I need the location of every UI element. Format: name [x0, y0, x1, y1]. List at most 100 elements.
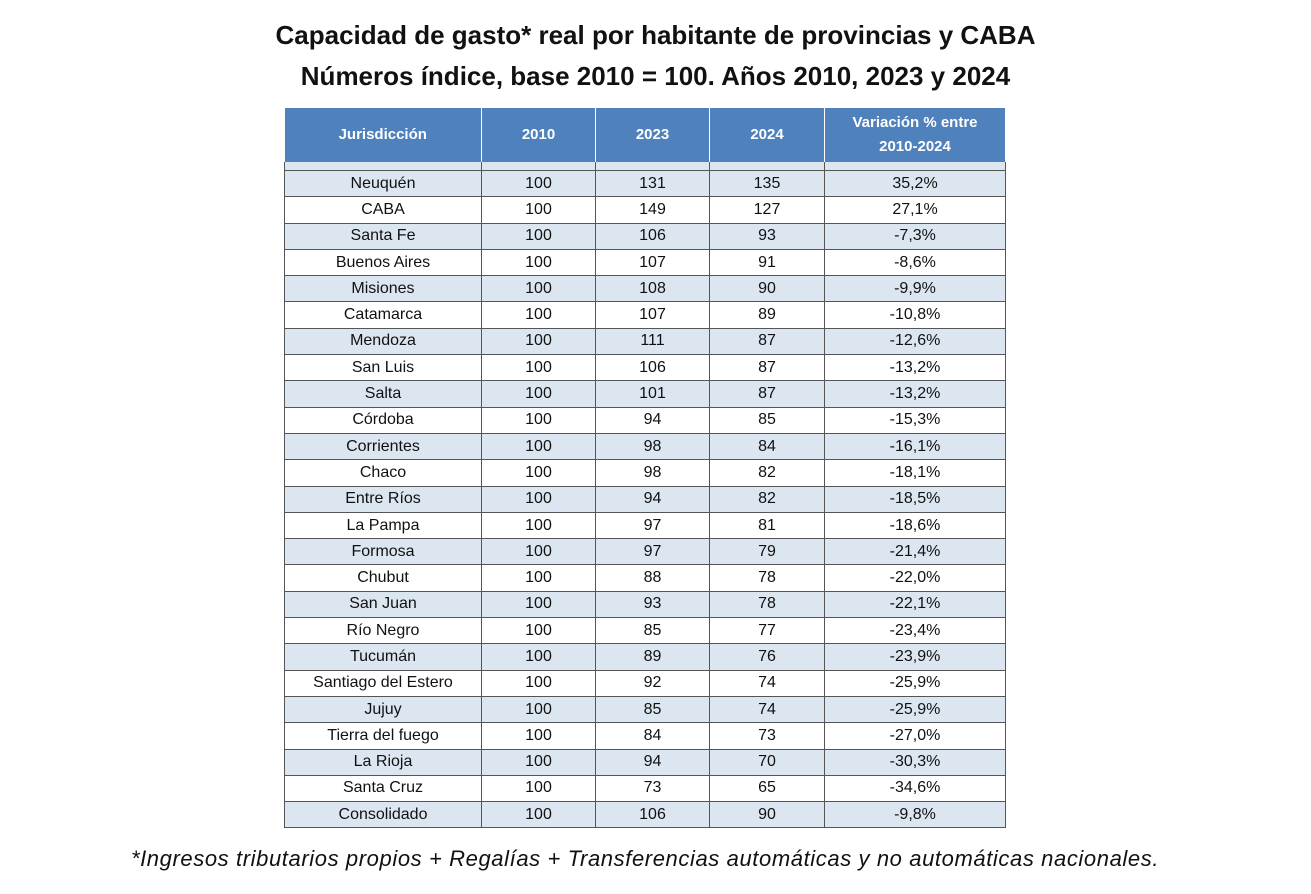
table-cell: 74	[709, 695, 825, 724]
table-row: La Rioja 100 94 70 -30,3%	[284, 748, 1006, 776]
table-cell: 65	[709, 774, 825, 803]
table-cell: -30,3%	[824, 748, 1006, 776]
table-cell: 131	[595, 169, 710, 198]
table-cell: -18,6%	[824, 511, 1006, 540]
table-row: Santa Fe 100 106 93 -7,3%	[284, 222, 1006, 250]
table-cell: 89	[709, 301, 825, 329]
table-cell: 97	[595, 538, 710, 566]
header-row: Jurisdicción 2010 2023 2024 Variación % entr…	[284, 108, 1006, 162]
table-cell: 82	[709, 459, 825, 487]
table-cell: Chubut	[284, 564, 482, 592]
table-row: Neuquén 100 131 135 35,2%	[284, 169, 1006, 198]
spacer	[284, 162, 1006, 171]
table-cell: -7,3%	[824, 222, 1006, 250]
table-cell: 100	[481, 406, 596, 434]
table-cell: 100	[481, 538, 596, 566]
table-cell: -23,9%	[824, 643, 1006, 671]
table-cell: 111	[595, 327, 710, 356]
table-cell: 78	[709, 590, 825, 619]
table-cell: 100	[481, 169, 596, 198]
table-row: Misiones 100 108 90 -9,9%	[284, 275, 1006, 303]
table-cell: 94	[595, 406, 710, 434]
table-body: Neuquén 100 131 135 35,2% CABA 100 149 127 27,1% S…	[284, 162, 1006, 829]
table-cell: 100	[481, 695, 596, 724]
table-cell: Jujuy	[284, 695, 482, 724]
table-cell: 78	[709, 564, 825, 592]
table-cell: -21,4%	[824, 538, 1006, 566]
table-row: Chaco 100 98 82 -18,1%	[284, 459, 1006, 487]
table-row: La Pampa 100 97 81 -18,6%	[284, 511, 1006, 540]
table-cell: 85	[709, 406, 825, 434]
table-row: Santa Cruz 100 73 65 -34,6%	[284, 774, 1006, 803]
header-cell: Jurisdicción	[284, 108, 482, 162]
table-cell: -13,2%	[824, 354, 1006, 382]
table-cell: 100	[481, 432, 596, 461]
table-cell: Consolidado	[284, 801, 482, 829]
table-cell: San Luis	[284, 354, 482, 382]
table-row: Buenos Aires 100 107 91 -8,6%	[284, 248, 1006, 277]
table-cell: 106	[595, 354, 710, 382]
table-cell: 94	[595, 485, 710, 513]
table-cell: 107	[595, 301, 710, 329]
table-cell: 77	[709, 617, 825, 645]
table-row: Corrientes 100 98 84 -16,1%	[284, 432, 1006, 461]
table-cell: 100	[481, 275, 596, 303]
table: Jurisdicción 2010 2023 2024 Variación % entr…	[284, 108, 1006, 829]
table-cell: 84	[595, 722, 710, 750]
table-row: Tucumán 100 89 76 -23,9%	[284, 643, 1006, 671]
table-cell: -16,1%	[824, 432, 1006, 461]
table-cell: Catamarca	[284, 301, 482, 329]
table-cell: La Pampa	[284, 511, 482, 540]
table-row: San Juan 100 93 78 -22,1%	[284, 590, 1006, 619]
table-cell: 106	[595, 222, 710, 250]
table-cell: 88	[595, 564, 710, 592]
table-cell: 90	[709, 275, 825, 303]
table-cell: -9,9%	[824, 275, 1006, 303]
table-cell: 91	[709, 248, 825, 277]
table-cell: CABA	[284, 196, 482, 224]
table-cell: Chaco	[284, 459, 482, 487]
table-cell: 87	[709, 327, 825, 356]
table-row: Jujuy 100 85 74 -25,9%	[284, 695, 1006, 724]
table-cell: Formosa	[284, 538, 482, 566]
table-cell: Tucumán	[284, 643, 482, 671]
table-cell: 107	[595, 248, 710, 277]
table-cell: 100	[481, 354, 596, 382]
table-cell: -27,0%	[824, 722, 1006, 750]
table-row: Mendoza 100 111 87 -12,6%	[284, 327, 1006, 356]
table-cell: 82	[709, 485, 825, 513]
table-cell: -25,9%	[824, 669, 1006, 697]
table-cell: -34,6%	[824, 774, 1006, 803]
table-cell: 100	[481, 485, 596, 513]
table-cell: Corrientes	[284, 432, 482, 461]
table-cell: 100	[481, 564, 596, 592]
table-cell: 90	[709, 801, 825, 829]
table-cell: 100	[481, 222, 596, 250]
table-cell: 149	[595, 196, 710, 224]
table-cell: Santa Fe	[284, 222, 482, 250]
table-cell: 97	[595, 511, 710, 540]
table-cell: -18,1%	[824, 459, 1006, 487]
table-cell: 93	[595, 590, 710, 619]
table-cell: San Juan	[284, 590, 482, 619]
table-cell: 84	[709, 432, 825, 461]
table-cell: 85	[595, 695, 710, 724]
table-cell: 73	[595, 774, 710, 803]
table-cell: 100	[481, 617, 596, 645]
table-cell: -13,2%	[824, 380, 1006, 408]
table-cell: 108	[595, 275, 710, 303]
table-cell: 70	[709, 748, 825, 776]
subtitle: Números índice, base 2010 = 100. Años 20…	[300, 61, 1011, 91]
table-cell: 93	[709, 222, 825, 250]
table-cell: 100	[481, 801, 596, 829]
table-cell: Tierra del fuego	[284, 722, 482, 750]
table-cell: 100	[481, 380, 596, 408]
table-cell: 85	[595, 617, 710, 645]
table-cell: -18,5%	[824, 485, 1006, 513]
table-cell: 27,1%	[824, 196, 1006, 224]
table-row: Chubut 100 88 78 -22,0%	[284, 564, 1006, 592]
table-cell: -15,3%	[824, 406, 1006, 434]
header-cell: 2023	[595, 108, 710, 162]
table-row: Salta 100 101 87 -13,2%	[284, 380, 1006, 408]
